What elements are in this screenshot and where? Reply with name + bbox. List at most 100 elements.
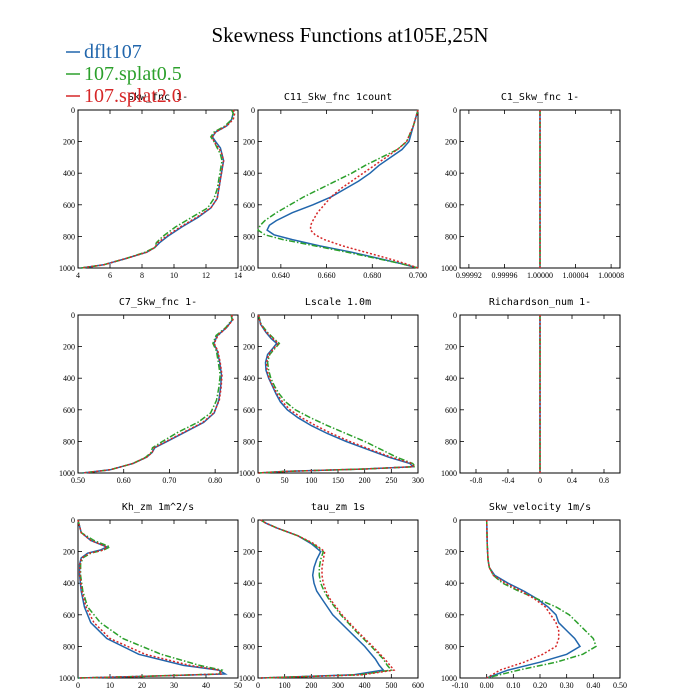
- panel-title: Richardson_num 1-: [489, 297, 591, 308]
- plot-frame: [257, 519, 419, 679]
- y-tick-label: 0: [453, 106, 457, 115]
- y-tick-label: 600: [63, 406, 75, 415]
- x-tick-label: 300: [332, 681, 344, 690]
- y-tick-label: 800: [445, 642, 457, 651]
- x-tick-label: 0.660: [318, 271, 336, 280]
- panel-7: Kh_zm 1m^2/s 0 10 20 30 40 50 0 200 400 600 800 1000: [59, 502, 242, 690]
- series-line-107-splat0-5: [257, 109, 419, 269]
- y-tick-label: 400: [243, 374, 255, 383]
- panel-title: C1_Skw_fnc 1-: [501, 92, 579, 103]
- y-tick-label: 400: [243, 169, 255, 178]
- y-tick-label: 1000: [59, 674, 75, 683]
- y-tick-label: 0: [251, 106, 255, 115]
- y-tick-label: 400: [445, 169, 457, 178]
- x-tick-label: 0: [76, 681, 80, 690]
- y-tick-label: 0: [71, 106, 75, 115]
- series-line-107-splat2-0: [260, 519, 396, 679]
- x-tick-label: -0.10: [452, 681, 469, 690]
- y-tick-label: 200: [445, 138, 457, 147]
- x-tick-label: 200: [359, 476, 371, 485]
- x-tick-label: 0.10: [506, 681, 520, 690]
- x-tick-label: 500: [385, 681, 397, 690]
- x-tick-label: 400: [359, 681, 371, 690]
- x-tick-label: 0: [538, 476, 542, 485]
- x-tick-label: 14: [234, 271, 242, 280]
- y-tick-label: 0: [453, 311, 457, 320]
- series-line-107-splat0-5: [82, 314, 233, 474]
- y-tick-label: 0: [71, 516, 75, 525]
- series-line-dflt107: [485, 519, 582, 679]
- x-tick-label: 50: [234, 681, 242, 690]
- legend-item: 107.splat0.5: [66, 63, 182, 85]
- y-tick-label: 1000: [59, 469, 75, 478]
- panel-title: Skw_fnc 1-: [128, 92, 188, 103]
- y-tick-label: 600: [445, 406, 457, 415]
- x-tick-label: 100: [279, 681, 291, 690]
- x-tick-label: 0.70: [162, 476, 176, 485]
- y-tick-label: 800: [63, 642, 75, 651]
- y-tick-label: 800: [445, 437, 457, 446]
- x-tick-label: 0.99996: [491, 271, 517, 280]
- series-line-dflt107: [260, 519, 385, 679]
- x-tick-label: 8: [140, 271, 144, 280]
- panel-1: Skw_fnc 1- 4 6 8 10 12 14 0 200 400 600 800 1000: [59, 92, 242, 280]
- x-tick-label: 0: [256, 681, 260, 690]
- x-tick-label: 0.50: [613, 681, 627, 690]
- y-tick-label: 600: [63, 611, 75, 620]
- x-tick-label: -0.8: [470, 476, 483, 485]
- y-tick-label: 400: [63, 169, 75, 178]
- y-tick-label: 600: [243, 201, 255, 210]
- x-tick-label: 600: [412, 681, 424, 690]
- y-tick-label: 1000: [239, 469, 255, 478]
- y-tick-label: 800: [445, 232, 457, 241]
- plot-frame: [77, 314, 239, 474]
- y-tick-label: 200: [445, 548, 457, 557]
- y-tick-label: 800: [243, 642, 255, 651]
- legend-label: dflt107: [84, 41, 142, 63]
- series-line-107-splat2-0: [257, 314, 416, 474]
- y-tick-label: 200: [243, 343, 255, 352]
- panel-title: Kh_zm 1m^2/s: [122, 502, 194, 513]
- y-tick-label: 200: [63, 548, 75, 557]
- y-tick-label: 0: [71, 311, 75, 320]
- x-tick-label: 0.60: [117, 476, 131, 485]
- y-tick-label: 600: [445, 201, 457, 210]
- x-tick-label: 0.50: [71, 476, 85, 485]
- series-line-107-splat2-0: [309, 109, 419, 269]
- y-tick-label: 600: [243, 406, 255, 415]
- x-tick-label: 0.8: [599, 476, 609, 485]
- plot-frame: [257, 109, 419, 269]
- y-tick-label: 0: [251, 516, 255, 525]
- series-line-107-splat2-0: [81, 109, 236, 269]
- y-tick-label: 1000: [59, 264, 75, 273]
- y-tick-label: 800: [63, 437, 75, 446]
- y-tick-label: 200: [243, 138, 255, 147]
- y-tick-label: 1000: [441, 469, 457, 478]
- y-tick-label: 800: [63, 232, 75, 241]
- x-tick-label: 0.700: [409, 271, 427, 280]
- legend-item: dflt107: [66, 41, 142, 63]
- series-line-107-splat0-5: [257, 314, 417, 474]
- plot-frame: [77, 519, 239, 679]
- series-line-dflt107: [81, 109, 234, 269]
- x-tick-label: 20: [138, 681, 146, 690]
- y-tick-label: 0: [251, 311, 255, 320]
- x-tick-label: 300: [412, 476, 424, 485]
- x-tick-label: 200: [305, 681, 317, 690]
- series-line-107-splat2-0: [485, 519, 560, 679]
- x-tick-label: 0.80: [208, 476, 222, 485]
- x-tick-label: 1.00004: [563, 271, 589, 280]
- x-tick-label: 30: [170, 681, 178, 690]
- y-tick-label: 200: [63, 138, 75, 147]
- x-tick-label: 250: [385, 476, 397, 485]
- panel-title: C7_Skw_fnc 1-: [119, 297, 197, 308]
- y-tick-label: 1000: [441, 264, 457, 273]
- plot-frame: [459, 519, 621, 679]
- panel-8: tau_zm 1s 0 100 200 300 400 500 600 0 200 400 600 80…: [239, 502, 424, 690]
- y-tick-label: 200: [445, 343, 457, 352]
- y-tick-label: 400: [63, 579, 75, 588]
- panel-title: Lscale 1.0m: [305, 297, 371, 308]
- x-tick-label: 50: [281, 476, 289, 485]
- x-tick-label: 40: [202, 681, 210, 690]
